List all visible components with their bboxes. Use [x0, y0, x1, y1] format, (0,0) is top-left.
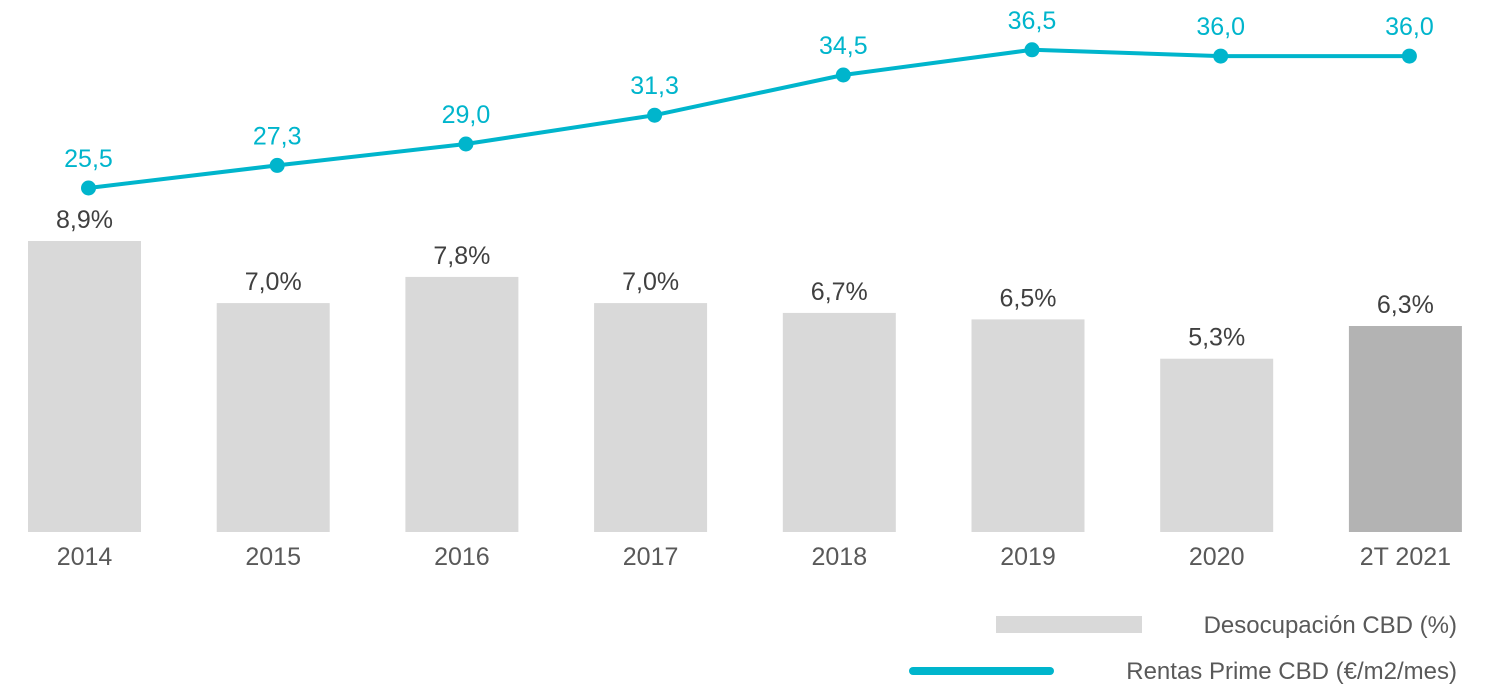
- rent-value-label: 36,0: [1385, 13, 1434, 41]
- rent-line-point: [647, 107, 663, 123]
- bar-labels-layer: 8,9% 7,0% 7,8% 7,0% 6,7% 6,5% 5,3% 6,3%: [56, 206, 1434, 352]
- bar-2t-2021: [1348, 326, 1462, 532]
- line-labels-layer: 25,5 27,3 29,0 31,3 34,5 36,5 36,0 36,0: [64, 7, 1434, 173]
- rent-value-label: 34,5: [819, 32, 868, 60]
- bar-2019: [971, 319, 1085, 532]
- legend: Desocupación CBD (%) Rentas Prime CBD (€…: [909, 612, 1457, 685]
- x-tick-label: 2T 2021: [1360, 543, 1451, 571]
- bars-layer: [28, 241, 1462, 532]
- line-layer: [81, 42, 1417, 196]
- rent-value-label: 36,5: [1008, 7, 1057, 35]
- x-tick-label: 2020: [1189, 543, 1245, 571]
- x-tick-label: 2016: [434, 543, 490, 571]
- rent-line-point: [1401, 48, 1417, 64]
- x-tick-label: 2015: [245, 543, 301, 571]
- bar-2020: [1160, 358, 1274, 532]
- bar-2016: [405, 276, 519, 532]
- rent-line-point: [269, 157, 285, 173]
- x-tick-label: 2018: [811, 543, 867, 571]
- rent-value-label: 27,3: [253, 122, 302, 150]
- bar-2014: [28, 241, 141, 532]
- rent-value-label: 25,5: [64, 145, 113, 173]
- bar-2017: [594, 303, 708, 532]
- rent-line: [86, 47, 1412, 190]
- rent-line-point: [458, 136, 474, 152]
- rent-line-point: [81, 180, 96, 196]
- bar-2015: [216, 303, 330, 532]
- x-tick-label: 2017: [623, 543, 679, 571]
- bar-value-label: 7,8%: [433, 242, 490, 270]
- bar-value-label: 5,3%: [1188, 324, 1245, 352]
- bar-value-label: 6,5%: [1000, 284, 1057, 312]
- bar-value-label: 8,9%: [56, 206, 113, 234]
- bar-value-label: 6,3%: [1377, 291, 1434, 319]
- x-tick-label: 2014: [57, 543, 113, 571]
- bar-2018: [782, 312, 896, 532]
- x-tick-label: 2019: [1000, 543, 1056, 571]
- x-axis: 2014 2015 2016 2017 2018 2019 2020 2T 2021: [57, 543, 1451, 571]
- bar-value-label: 7,0%: [245, 268, 302, 296]
- rent-value-label: 29,0: [442, 101, 491, 129]
- rent-value-label: 36,0: [1196, 13, 1245, 41]
- legend-line-label: Rentas Prime CBD (€/m2/mes): [1126, 658, 1457, 685]
- legend-bar-swatch: [996, 616, 1142, 633]
- legend-bar-label: Desocupación CBD (%): [1204, 612, 1457, 639]
- bar-value-label: 7,0%: [622, 268, 679, 296]
- rent-line-point: [835, 67, 851, 83]
- rent-value-label: 31,3: [630, 72, 679, 100]
- rent-line-point: [1024, 42, 1040, 58]
- rent-line-point: [1213, 48, 1229, 64]
- bar-value-label: 6,7%: [811, 278, 868, 306]
